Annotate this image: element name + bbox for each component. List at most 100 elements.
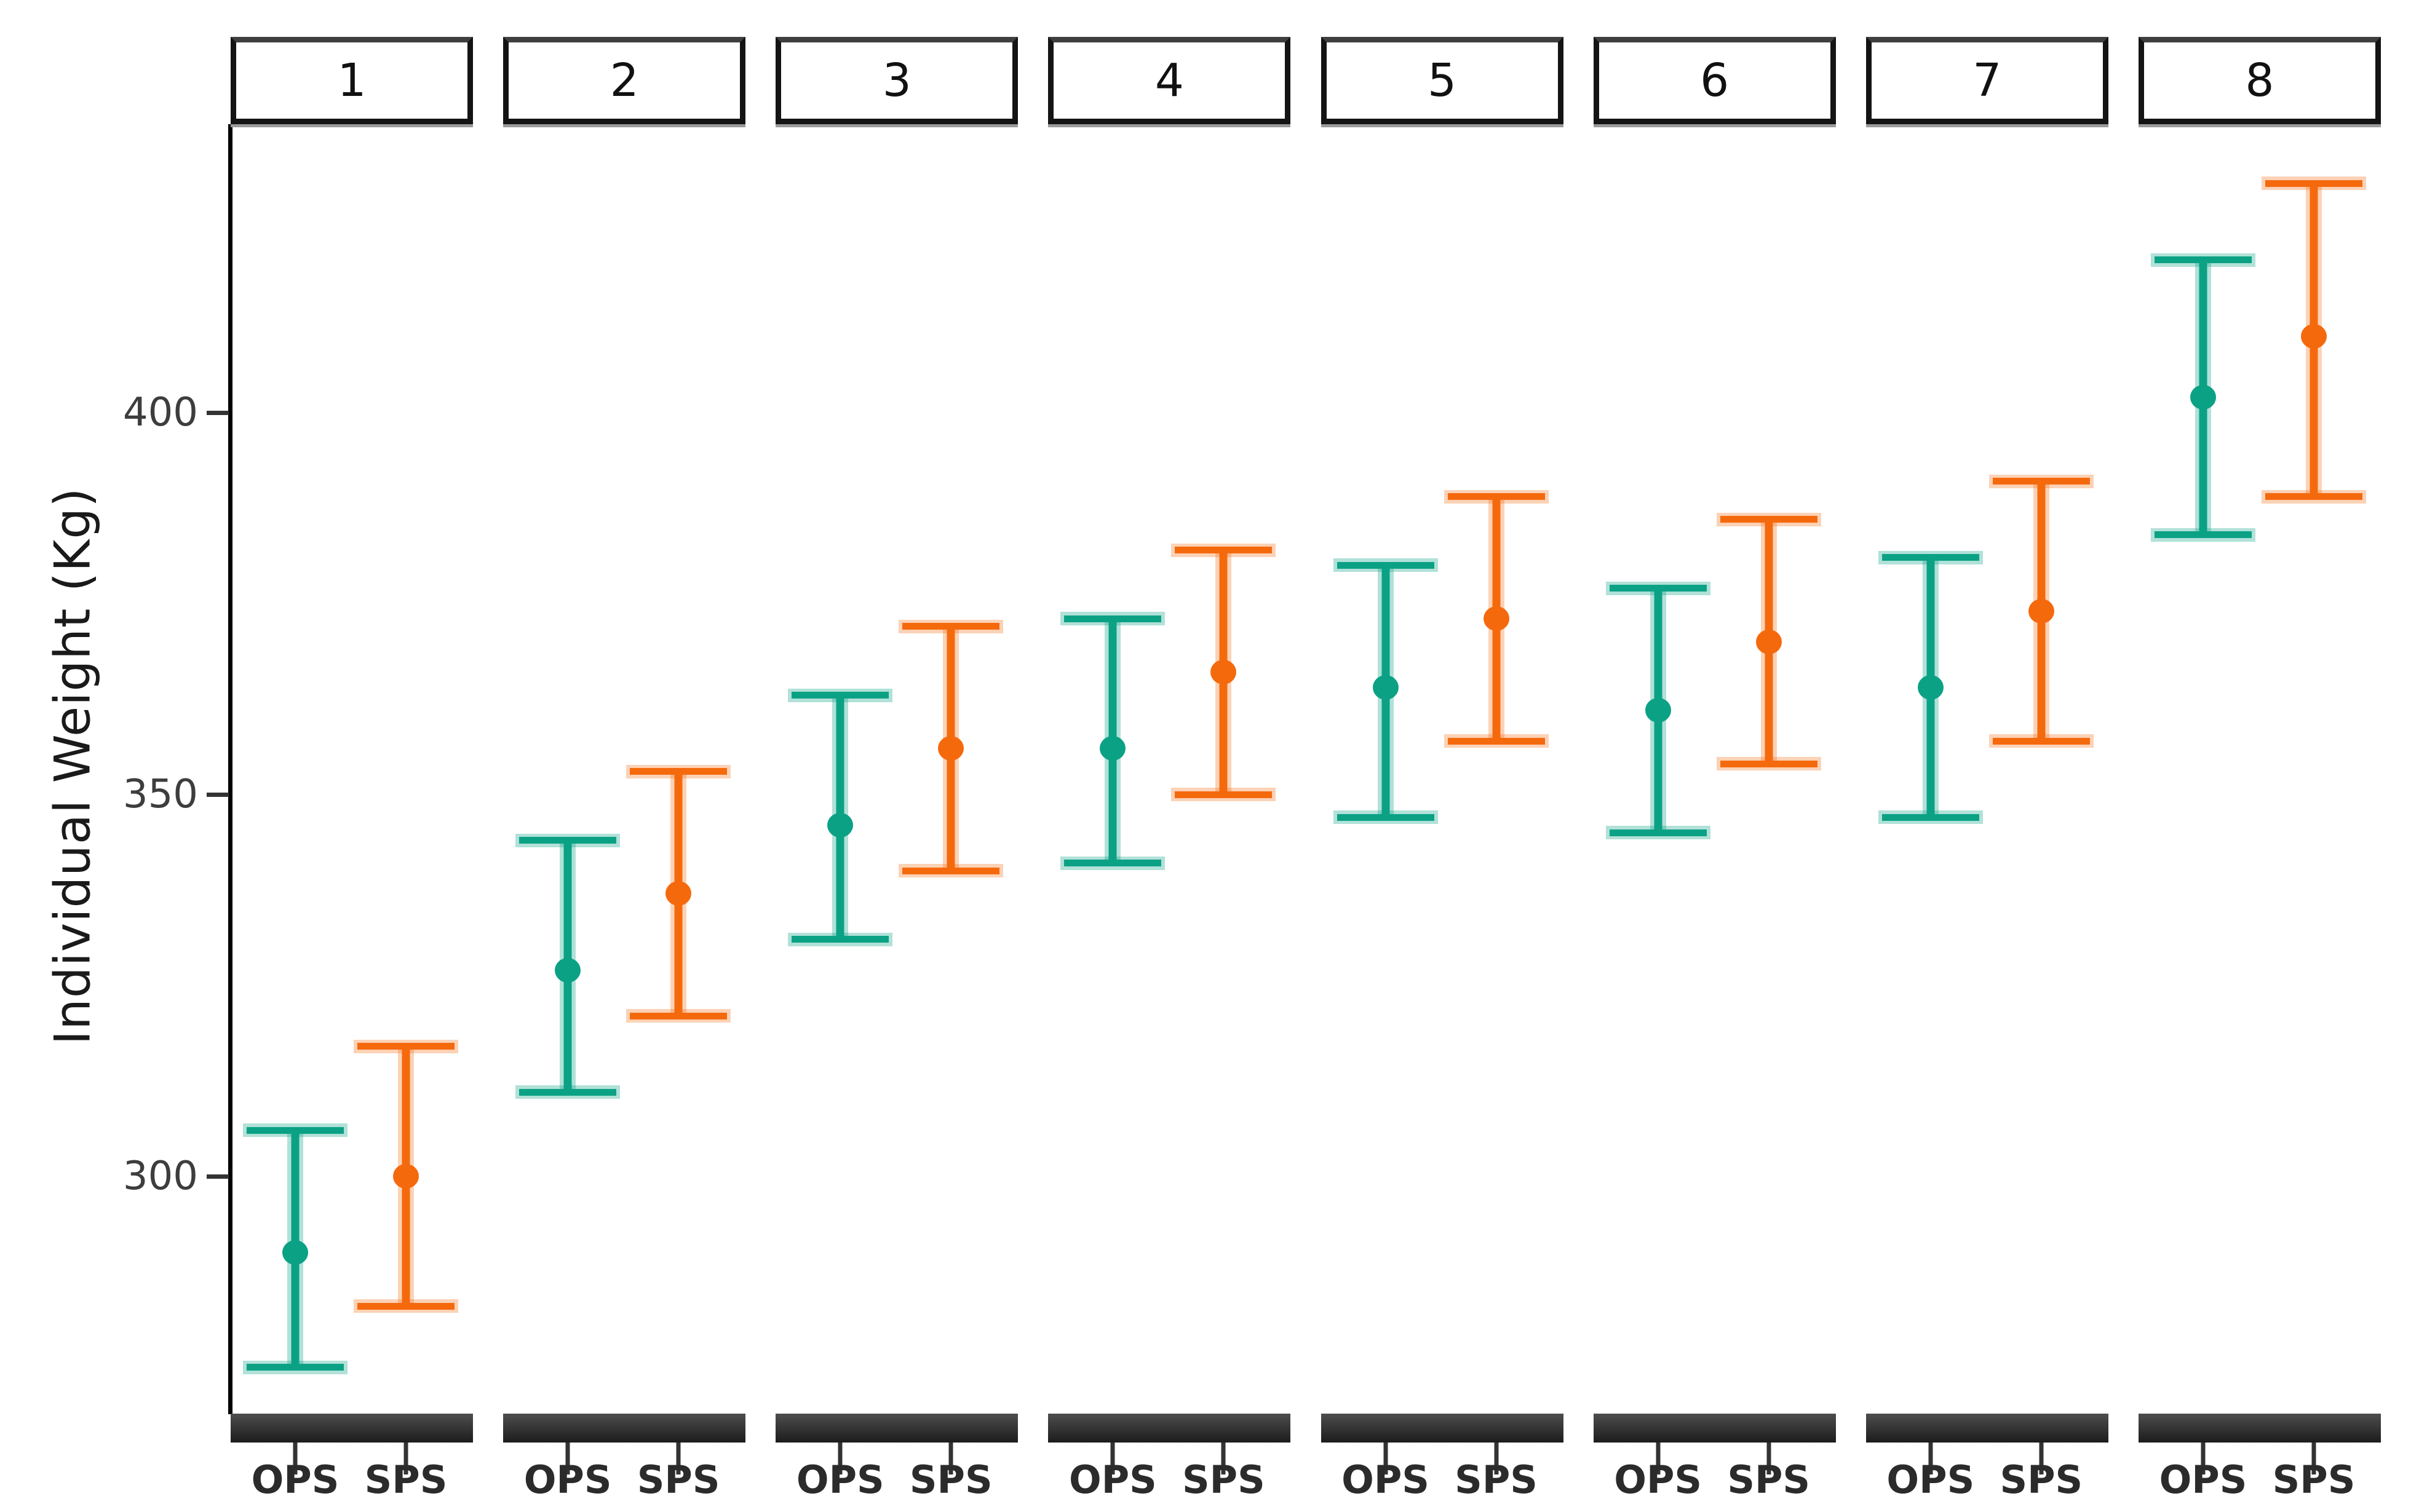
errorbar-cap-core (1064, 860, 1162, 867)
errorbar-cap-core (1337, 561, 1434, 569)
errorbar-cap-core (1064, 615, 1162, 622)
x-tick-mark (948, 1443, 953, 1474)
mean-point-sps-facet-1 (393, 1164, 419, 1189)
x-tick-mark (2201, 1443, 2206, 1474)
errorbar-upper-cap (1716, 512, 1821, 526)
errorbar-lower-cap (1605, 826, 1710, 840)
errorbar-upper-cap (2150, 253, 2255, 267)
facet-strip-8: 8 (2138, 37, 2381, 124)
errorbar-upper-cap (354, 1039, 458, 1053)
errorbar-cap-core (1175, 547, 1273, 554)
x-tick-mark (1221, 1443, 1226, 1474)
errorbar-cap-core (1337, 813, 1434, 821)
facet-strip-label: 5 (1428, 54, 1457, 107)
x-axis-bar (503, 1414, 746, 1443)
x-tick-mark (1928, 1443, 1933, 1474)
x-tick-label-ops: OPS (1614, 1457, 1702, 1502)
x-tick-label-ops: OPS (251, 1457, 340, 1502)
errorbar-upper-cap (1878, 550, 1983, 564)
errorbar-lower-cap (1333, 810, 1438, 825)
errorbar-lower-cap (899, 864, 1004, 878)
facet-strip-label: 6 (1700, 54, 1730, 107)
facet-strip-3: 3 (776, 37, 1019, 124)
errorbar-cap-core (519, 837, 617, 844)
mean-point-sps-facet-7 (2028, 598, 2054, 623)
facet-strip-label: 2 (610, 54, 639, 107)
facet-strip-6: 6 (1593, 37, 1836, 124)
x-tick-label-ops: OPS (1886, 1457, 1975, 1502)
mean-point-ops-facet-5 (1372, 675, 1399, 700)
x-tick-mark (2311, 1443, 2316, 1474)
errorbar-upper-cap (1988, 474, 2094, 488)
errorbar-cap-core (1881, 813, 1979, 821)
x-axis-bar (1321, 1414, 1563, 1443)
mean-point-ops-facet-4 (1100, 736, 1126, 761)
errorbar-lower-cap (1988, 734, 2094, 748)
x-tick-label-sps: SPS (1727, 1457, 1811, 1502)
errorbar-upper-cap (1333, 558, 1438, 572)
errorbar-lower-cap (788, 932, 893, 946)
x-tick-label-ops: OPS (523, 1457, 612, 1502)
errorbar-lower-cap (626, 1009, 731, 1023)
mean-point-ops-facet-6 (1645, 698, 1671, 723)
errorbar-upper-cap (788, 688, 893, 702)
errorbar-cap-core (2265, 180, 2363, 187)
errorbar-lower-cap (1878, 810, 1983, 825)
mean-point-sps-facet-6 (1755, 629, 1782, 654)
facet-strip-label: 3 (882, 54, 912, 107)
errorbar-lower-cap (1060, 856, 1166, 870)
errorbar-cap-core (357, 1043, 455, 1050)
errorbar-upper-cap (243, 1123, 348, 1138)
errorbar-upper-cap (1444, 489, 1549, 504)
x-tick-label-ops: OPS (1069, 1457, 1157, 1502)
errorbar-lower-cap (2150, 528, 2255, 542)
x-tick-mark (1110, 1443, 1115, 1474)
errorbar-cap-core (519, 1088, 617, 1096)
errorbar-upper-cap (899, 619, 1004, 633)
mean-point-sps-facet-4 (1210, 660, 1237, 685)
mean-point-ops-facet-3 (827, 812, 854, 837)
errorbar-cap-core (902, 867, 1000, 874)
facet-strip-label: 7 (1972, 54, 2002, 107)
facet-strip-label: 4 (1154, 54, 1184, 107)
facet-strip-4: 4 (1048, 37, 1291, 124)
errorbar-upper-cap (515, 833, 621, 847)
errorbar-lower-cap (1171, 788, 1276, 801)
errorbar-cap-core (902, 623, 1000, 630)
x-axis-bar (776, 1414, 1019, 1443)
x-axis-bar (2138, 1414, 2381, 1443)
errorbar-cap-core (246, 1126, 344, 1134)
x-tick-label-sps: SPS (2000, 1457, 2083, 1502)
errorbar-upper-cap (1171, 543, 1276, 557)
mean-point-ops-facet-1 (282, 1240, 308, 1265)
x-tick-mark (838, 1443, 843, 1474)
y-tick-label: 300 (122, 1154, 198, 1199)
x-axis-bar (1048, 1414, 1291, 1443)
mean-point-sps-facet-5 (1483, 606, 1509, 631)
x-tick-label-ops: OPS (796, 1457, 884, 1502)
facet-strip-1: 1 (231, 37, 473, 124)
x-tick-label-sps: SPS (364, 1457, 448, 1502)
facet-strip-2: 2 (503, 37, 746, 124)
x-tick-mark (1766, 1443, 1771, 1474)
facet-strip-7: 7 (1865, 37, 2108, 124)
errorbar-cap-core (630, 1012, 728, 1019)
y-tick-mark (207, 1174, 229, 1179)
errorbar-cap-core (1720, 516, 1817, 523)
x-axis-bar (1865, 1414, 2108, 1443)
y-axis-line (228, 124, 232, 1414)
errorbar-cap-core (1609, 585, 1707, 592)
errorbar-cap-core (1992, 478, 2090, 485)
x-tick-mark (1383, 1443, 1388, 1474)
errorbar-cap-core (1720, 760, 1817, 767)
x-tick-mark (1494, 1443, 1499, 1474)
mean-point-ops-facet-7 (1917, 675, 1944, 700)
mean-point-ops-facet-8 (2190, 385, 2216, 410)
errorbar-upper-cap (1605, 581, 1710, 595)
errorbar-cap-core (1992, 737, 2090, 745)
errorbar-cap-core (1881, 554, 1979, 561)
x-tick-mark (403, 1443, 408, 1474)
facet-strip-label: 8 (2245, 54, 2274, 107)
x-tick-mark (2039, 1443, 2044, 1474)
